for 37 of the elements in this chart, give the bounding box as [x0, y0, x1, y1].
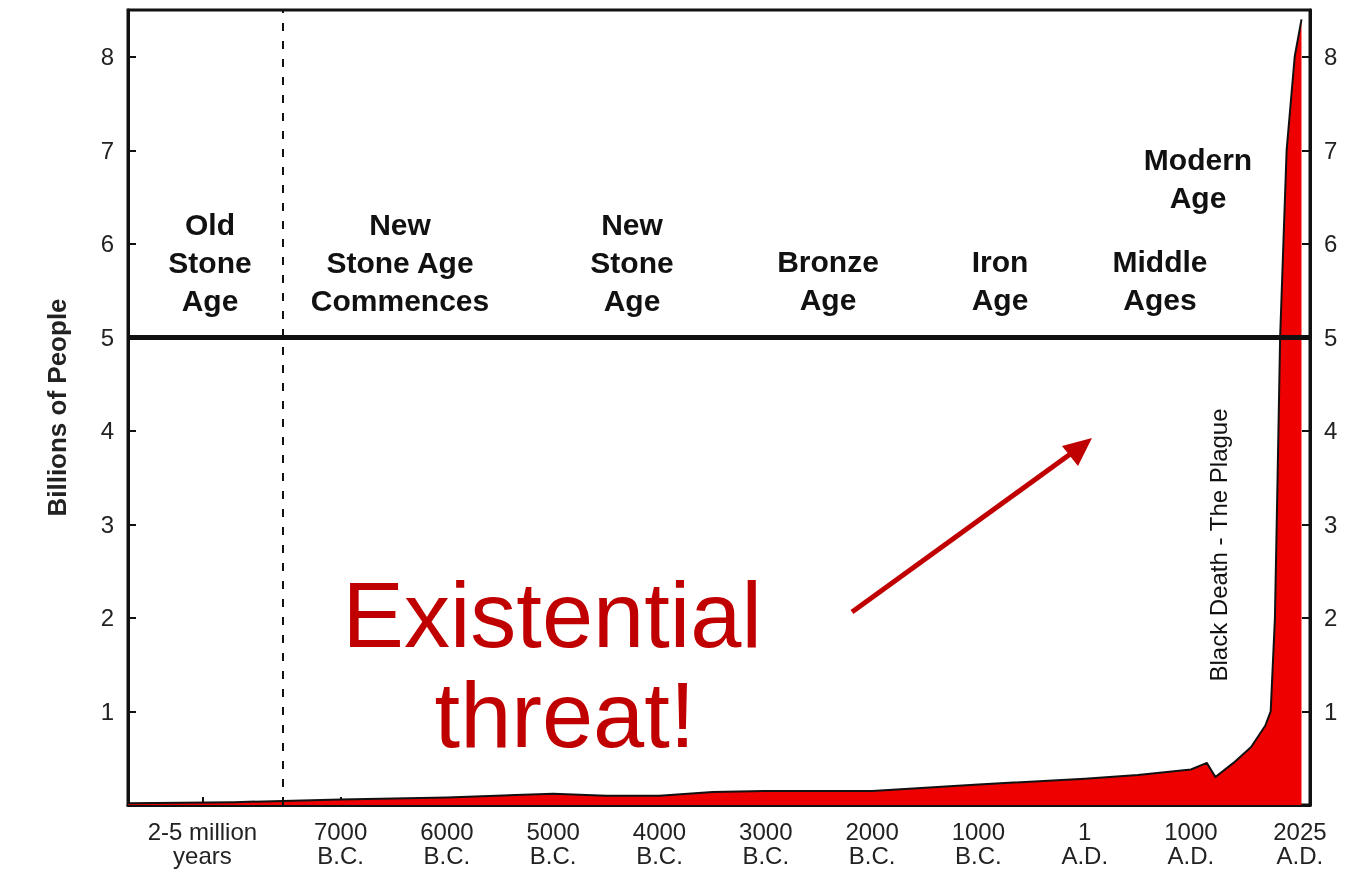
y-tick-label: 1 [100, 697, 114, 725]
x-tick-label: 4000 B.C. [632, 817, 687, 869]
annotation: New Stone Age [590, 207, 674, 317]
x-tick-label: 2025 A.D. [1273, 817, 1327, 869]
y2-tick-label: 6 [1324, 230, 1338, 258]
y2-tick-label: 3 [1324, 510, 1338, 538]
x-tick-label: 2000 B.C. [845, 817, 899, 869]
y2-tick-label: 1 [1324, 697, 1338, 725]
annotation: Old Stone Age [168, 207, 252, 317]
x-tick-label: 5000 B.C. [526, 817, 580, 869]
annotation: New Stone Age Commences [310, 207, 490, 317]
y-tick-label: 3 [100, 510, 114, 538]
annotation: Modern Age [1143, 142, 1253, 214]
y2-tick-label: 4 [1324, 417, 1338, 445]
y2-tick-label: 8 [1324, 43, 1338, 71]
y-tick-label: 5 [100, 323, 114, 351]
annotation: Existential threat! [342, 564, 788, 766]
x-tick-label: 1 A.D. [1061, 817, 1109, 869]
y-tick-label: 6 [100, 230, 114, 258]
annotation: Iron Age [971, 244, 1029, 316]
y2-tick-label: 7 [1324, 136, 1338, 164]
x-tick-label: 6000 B.C. [420, 817, 474, 869]
y-tick-label: 4 [100, 417, 114, 445]
annotation: Bronze Age [777, 244, 879, 316]
y2-tick-label: 5 [1324, 323, 1338, 351]
x-tick-label: 1000 B.C. [951, 817, 1006, 869]
annotation: Middle Ages [1112, 244, 1208, 316]
y-tick-label: 8 [100, 43, 114, 71]
y2-tick-label: 2 [1324, 604, 1338, 632]
x-tick-label: 2-5 million years [147, 817, 258, 869]
y-tick-label: 7 [100, 136, 114, 164]
annotation: Black Death - The Plague [1204, 408, 1232, 682]
x-tick-label: 1000 A.D. [1164, 817, 1218, 869]
x-tick-label: 7000 B.C. [313, 817, 368, 869]
x-tick-label: 3000 B.C. [739, 817, 793, 869]
y-axis-title: Billions of People [42, 298, 72, 517]
y-tick-label: 2 [100, 604, 114, 632]
